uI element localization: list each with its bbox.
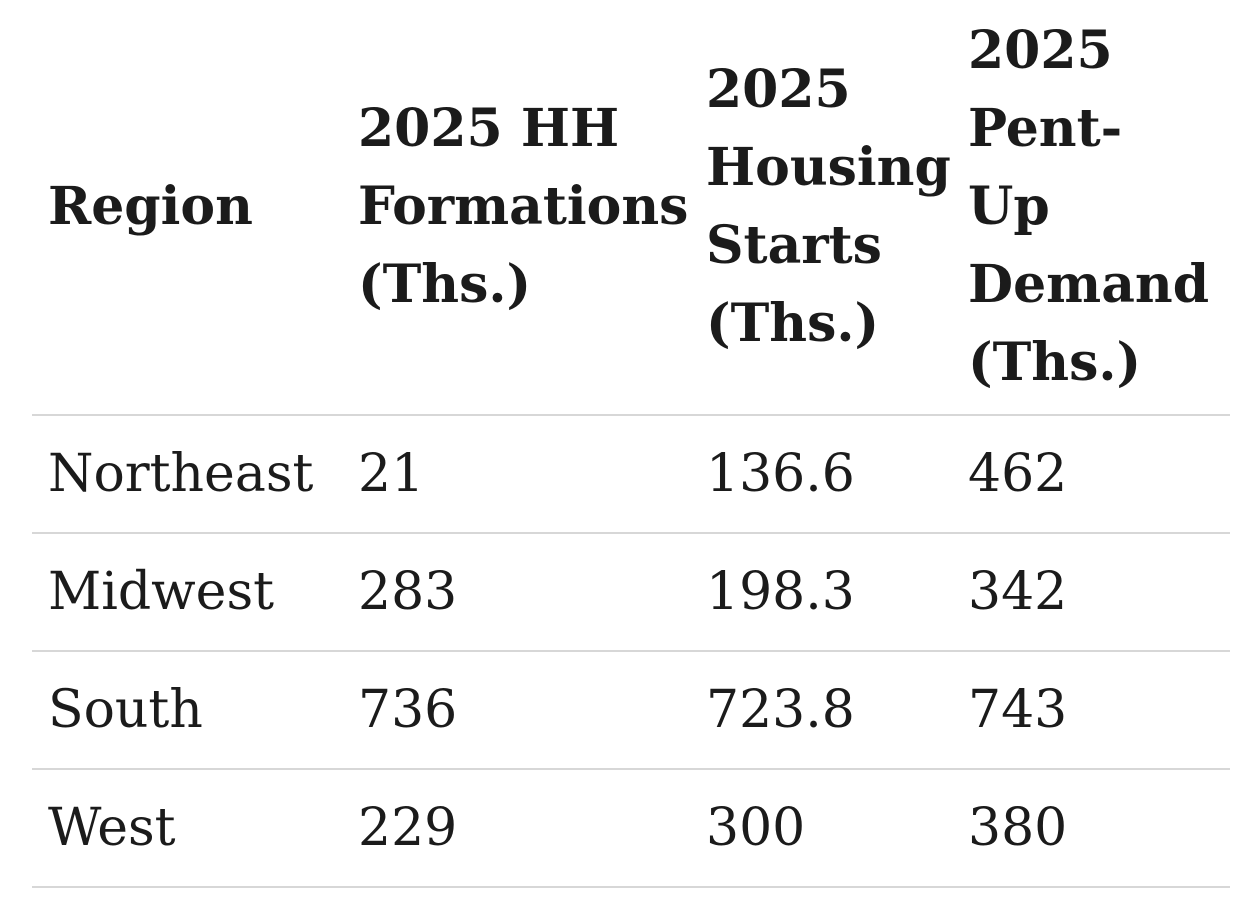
pent-up-demand-cell: 342 [952,533,1230,652]
housing-starts-cell: 300 [690,769,952,888]
header-cell-hh-formations: 2025 HH Formations (Ths.) [342,0,690,416]
hh-formations-cell: 736 [342,651,690,770]
header-cell-region: Region [32,0,342,416]
table-row-west: West 229 300 380 [32,769,1230,888]
table-row-northeast: Northeast 21 136.6 462 [32,415,1230,534]
region-cell: Northeast [32,415,342,534]
header-cell-housing-starts: 2025 Housing Starts (Ths.) [690,0,952,416]
header-row: Region 2025 HH Formations (Ths.) 2025 Ho… [32,0,1230,416]
region-cell: Midwest [32,533,342,652]
hh-formations-cell: 229 [342,769,690,888]
regional-housing-table: Region 2025 HH Formations (Ths.) 2025 Ho… [32,0,1230,888]
hh-formations-cell: 21 [342,415,690,534]
region-cell: West [32,769,342,888]
housing-starts-cell: 136.6 [690,415,952,534]
region-cell: South [32,651,342,770]
pent-up-demand-cell: 380 [952,769,1230,888]
header-cell-pent-up-demand: 2025 Pent-Up Demand (Ths.) [952,0,1230,416]
table-row-midwest: Midwest 283 198.3 342 [32,533,1230,652]
pent-up-demand-cell: 743 [952,651,1230,770]
table-body: Northeast 21 136.6 462 Midwest 283 198.3… [32,415,1230,888]
hh-formations-cell: 283 [342,533,690,652]
housing-starts-cell: 723.8 [690,651,952,770]
table-header: Region 2025 HH Formations (Ths.) 2025 Ho… [32,0,1230,416]
pent-up-demand-cell: 462 [952,415,1230,534]
table-row-south: South 736 723.8 743 [32,651,1230,770]
housing-starts-cell: 198.3 [690,533,952,652]
